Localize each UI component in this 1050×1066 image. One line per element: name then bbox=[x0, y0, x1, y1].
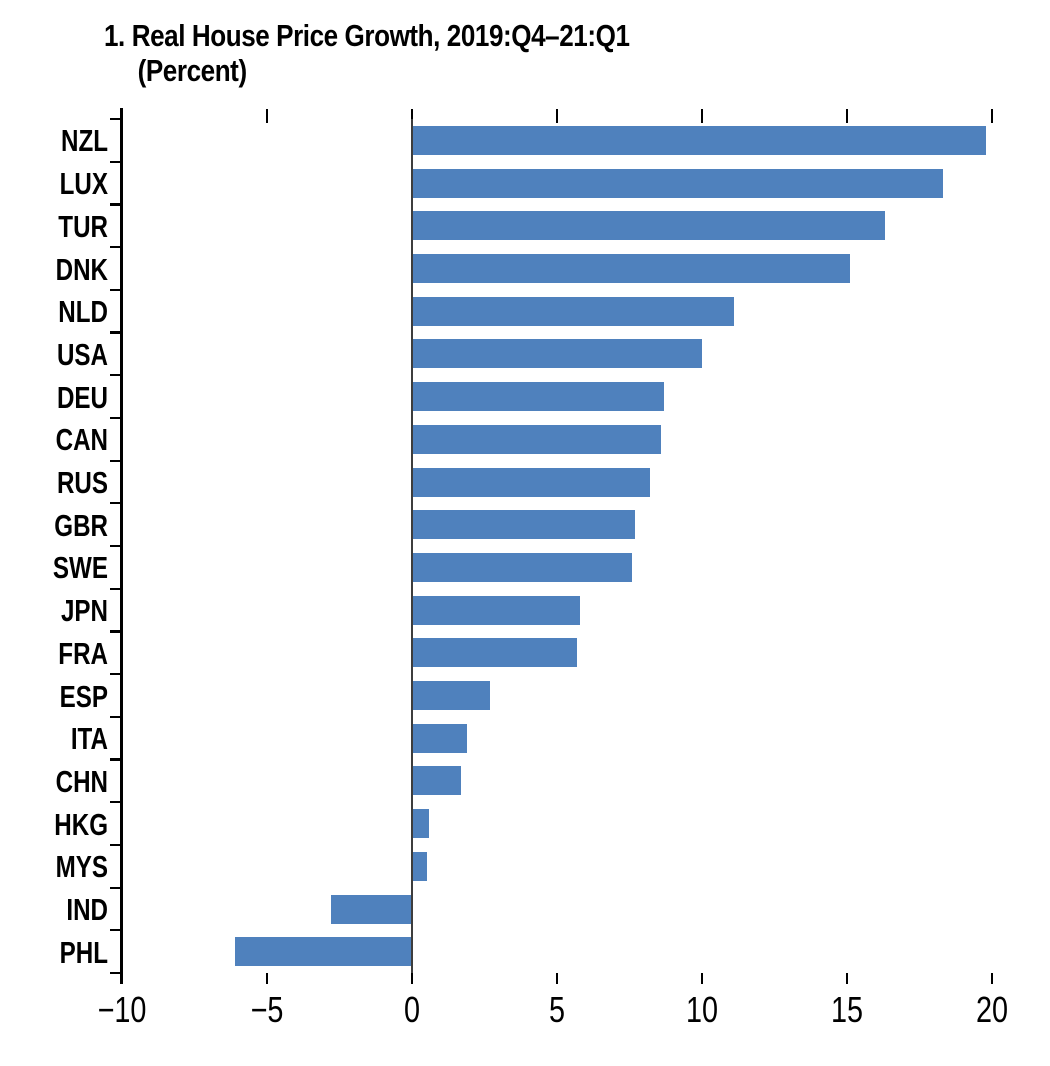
category-label-JPN: JPN bbox=[60, 593, 108, 629]
bar-GBR bbox=[412, 510, 636, 540]
category-label-PHL: PHL bbox=[59, 934, 108, 970]
category-tick bbox=[110, 203, 121, 206]
bar-IND bbox=[330, 894, 412, 924]
category-label-NLD: NLD bbox=[58, 294, 108, 330]
category-label-GBR: GBR bbox=[54, 507, 108, 543]
top-axis-tick bbox=[700, 109, 704, 123]
category-tick bbox=[110, 416, 121, 420]
category-label-IND: IND bbox=[66, 892, 108, 927]
bottom-axis-tick bbox=[990, 973, 994, 984]
top-axis-tick bbox=[265, 109, 269, 123]
x-tick-label--5: −5 bbox=[250, 989, 284, 1030]
category-tick bbox=[110, 117, 121, 121]
category-tick bbox=[110, 587, 121, 590]
top-axis-tick bbox=[410, 109, 414, 123]
x-tick-label-20: 20 bbox=[975, 989, 1009, 1030]
bar-USA bbox=[412, 339, 702, 369]
bar-JPN bbox=[412, 595, 581, 625]
bottom-axis-tick bbox=[555, 973, 559, 984]
bar-TUR bbox=[412, 211, 885, 241]
category-tick bbox=[110, 630, 121, 633]
category-tick bbox=[110, 886, 121, 889]
bar-CHN bbox=[412, 766, 462, 796]
category-label-FRA: FRA bbox=[58, 635, 108, 671]
zero-line bbox=[411, 119, 413, 973]
category-label-MYS: MYS bbox=[55, 849, 108, 885]
category-tick bbox=[110, 801, 121, 804]
category-label-NZL: NZL bbox=[60, 123, 108, 159]
top-axis-tick bbox=[845, 109, 849, 123]
x-tick-label-10: 10 bbox=[685, 989, 719, 1030]
category-tick bbox=[110, 929, 121, 932]
x-tick-label-15: 15 bbox=[830, 989, 864, 1030]
category-tick bbox=[110, 843, 121, 847]
bar-FRA bbox=[412, 638, 578, 668]
category-tick bbox=[110, 374, 121, 377]
category-tick bbox=[110, 502, 121, 505]
category-label-HKG: HKG bbox=[54, 806, 108, 842]
category-label-RUS: RUS bbox=[56, 465, 108, 500]
bar-NZL bbox=[412, 125, 987, 155]
category-tick bbox=[110, 544, 121, 548]
chart-title: 1. Real House Price Growth, 2019:Q4–21:Q… bbox=[104, 18, 630, 53]
bar-RUS bbox=[412, 467, 650, 497]
category-label-CAN: CAN bbox=[55, 422, 108, 458]
category-tick bbox=[110, 288, 121, 291]
chart-title-block: 1. Real House Price Growth, 2019:Q4–21:Q… bbox=[104, 18, 630, 88]
bottom-axis-tick bbox=[410, 973, 414, 984]
category-label-DNK: DNK bbox=[55, 251, 108, 287]
bottom-axis-tick bbox=[700, 973, 704, 984]
chart-subtitle: (Percent) bbox=[137, 53, 248, 88]
bar-LUX bbox=[412, 168, 943, 198]
category-label-SWE: SWE bbox=[52, 550, 108, 586]
bar-ITA bbox=[412, 723, 468, 753]
category-tick bbox=[110, 758, 121, 761]
category-label-CHN: CHN bbox=[55, 763, 108, 799]
category-tick bbox=[110, 459, 121, 462]
category-label-DEU: DEU bbox=[56, 379, 108, 415]
category-label-TUR: TUR bbox=[58, 208, 108, 244]
category-tick bbox=[110, 331, 121, 334]
bottom-axis-tick bbox=[845, 973, 849, 984]
bar-HKG bbox=[412, 809, 430, 839]
category-label-USA: USA bbox=[56, 336, 108, 372]
bar-PHL bbox=[235, 937, 412, 967]
category-tick bbox=[110, 971, 121, 975]
x-tick-label-5: 5 bbox=[548, 989, 566, 1030]
category-tick bbox=[110, 715, 121, 718]
bar-ESP bbox=[412, 681, 491, 710]
bar-DEU bbox=[412, 382, 665, 412]
x-tick-label-0: 0 bbox=[403, 989, 421, 1030]
bar-NLD bbox=[412, 296, 734, 326]
category-label-LUX: LUX bbox=[59, 166, 108, 201]
category-label-ITA: ITA bbox=[70, 721, 108, 757]
category-label-ESP: ESP bbox=[59, 678, 108, 714]
category-tick bbox=[110, 673, 121, 676]
bar-SWE bbox=[412, 552, 633, 582]
top-axis-tick bbox=[990, 109, 994, 123]
top-axis-tick bbox=[555, 109, 559, 123]
x-tick-label--10: −10 bbox=[97, 989, 147, 1030]
category-tick bbox=[110, 246, 121, 249]
category-tick bbox=[110, 160, 121, 163]
bottom-axis-tick bbox=[265, 973, 269, 984]
y-axis-line bbox=[120, 108, 123, 984]
bar-CAN bbox=[412, 424, 662, 454]
bar-DNK bbox=[412, 254, 850, 283]
bar-MYS bbox=[412, 851, 427, 881]
